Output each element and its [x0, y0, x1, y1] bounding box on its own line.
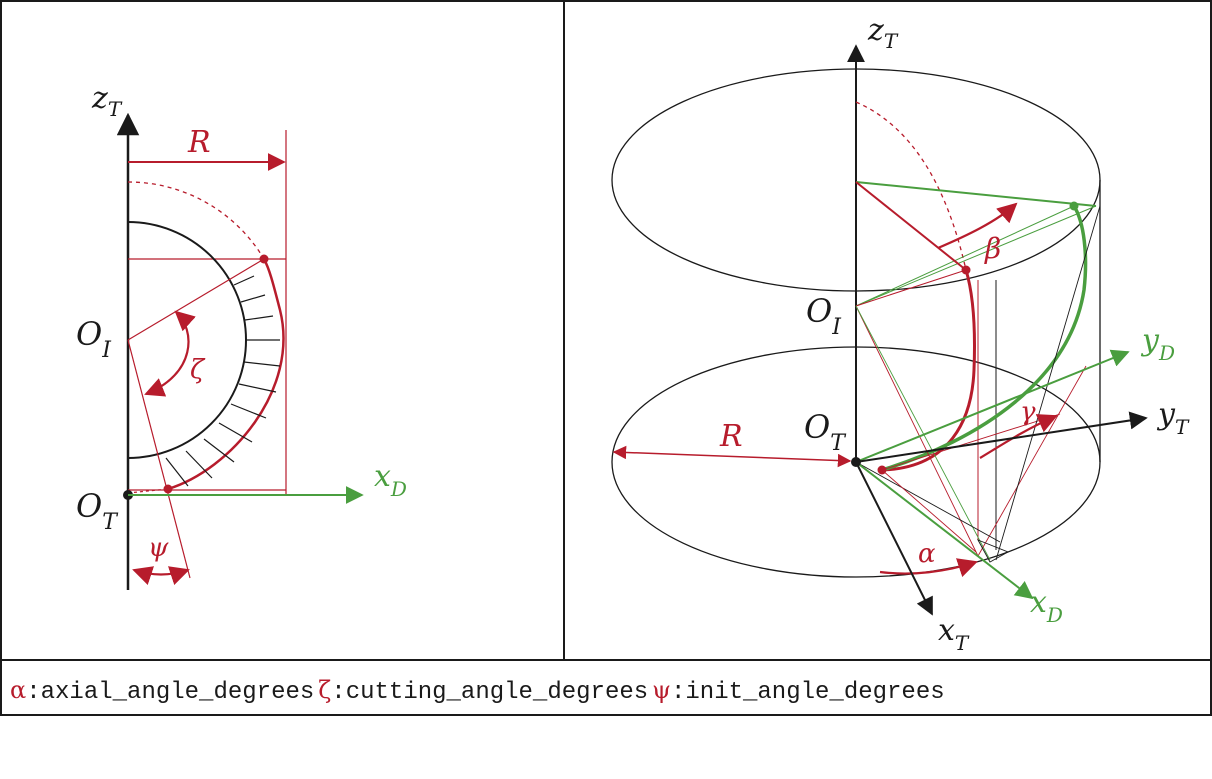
right-green-diag-1 — [855, 205, 1097, 307]
right-origin-inner-label: OI — [806, 292, 842, 340]
right-origin-tool-point — [851, 457, 861, 467]
right-alpha-label: α — [918, 539, 936, 569]
right-beta-arc — [937, 202, 1018, 250]
left-radius-label: R — [187, 125, 211, 160]
left-origin-tool-label: OT — [76, 487, 119, 535]
left-xd-axis-label: xD — [374, 459, 407, 501]
right-thin-red-4 — [881, 469, 977, 553]
right-gamma-label: γ — [1020, 397, 1036, 427]
right-thin-black-1 — [995, 205, 1101, 561]
right-yd-axis — [855, 349, 1130, 463]
right-beta-label: β — [984, 232, 1001, 265]
left-oi-to-top-point — [127, 258, 265, 341]
legend-psi-symbol: ψ — [652, 676, 671, 704]
legend-row: α:axial_angle_degrees ζ:cutting_angle_de… — [10, 676, 945, 706]
figure-frame — [0, 0, 1212, 716]
left-origin-inner-label: OI — [76, 315, 112, 363]
left-dashed-arc — [127, 181, 265, 260]
right-thin-red-3 — [977, 365, 1087, 557]
right-radius-label: R — [719, 419, 743, 454]
right-alpha-arc — [879, 558, 978, 578]
right-xd-axis — [855, 461, 1034, 600]
right-xt-axis — [855, 461, 933, 616]
legend-psi-label: init_angle_degrees — [685, 679, 944, 706]
left-cutting-edge-curve — [167, 258, 285, 491]
right-red-bottom-point — [877, 465, 887, 475]
right-yd-axis-label: yD — [1140, 323, 1175, 365]
left-z-axis-label: zT — [91, 81, 123, 121]
right-green-cutting-edge — [881, 205, 1088, 472]
left-zeta-arc — [144, 310, 196, 397]
right-green-top-line — [855, 181, 1097, 207]
right-radius-arrow — [612, 445, 852, 468]
right-thin-black-2 — [855, 461, 1001, 543]
right-red-cutting-edge — [881, 269, 977, 472]
legend-zeta-label: cutting_angle_degrees — [346, 679, 648, 706]
right-xt-axis-label: xT — [938, 613, 970, 655]
right-red-oi-line — [855, 269, 967, 307]
left-psi-label: ψ — [148, 533, 169, 563]
right-yt-axis — [855, 411, 1148, 463]
right-dashed-arc — [855, 101, 967, 271]
left-radial-ticks — [165, 275, 281, 487]
right-red-top-point — [961, 265, 971, 275]
right-bottom-wedge — [977, 539, 1010, 563]
left-bottom-dashed — [127, 488, 169, 494]
left-zeta-label: ζ — [190, 355, 206, 385]
legend: α:axial_angle_degrees ζ:cutting_angle_de… — [10, 676, 945, 706]
left-inner-semicircle — [127, 221, 247, 459]
right-origin-tool-label: OT — [804, 408, 847, 456]
left-psi-line — [127, 339, 191, 579]
right-panel: zT β OI yD — [611, 13, 1190, 655]
left-psi-arrow — [132, 566, 190, 586]
right-thin-green-1 — [855, 305, 991, 561]
left-bottom-point — [163, 484, 173, 494]
right-green-diag-2 — [855, 205, 1075, 307]
right-green-top-point — [1069, 201, 1079, 211]
right-thin-red-2 — [881, 413, 1061, 471]
right-xd-axis-label: xD — [1030, 585, 1063, 627]
legend-zeta-symbol: ζ — [318, 676, 331, 704]
right-red-beta-line — [855, 181, 967, 271]
legend-alpha-label: axial_angle_degrees — [41, 679, 315, 706]
right-yt-axis-label: yT — [1156, 397, 1190, 439]
legend-alpha-symbol: α — [10, 676, 26, 704]
right-thin-red-1 — [855, 305, 979, 557]
left-panel: zT R — [76, 81, 407, 590]
right-z-axis-label: zT — [867, 13, 899, 53]
left-top-point — [259, 254, 269, 264]
